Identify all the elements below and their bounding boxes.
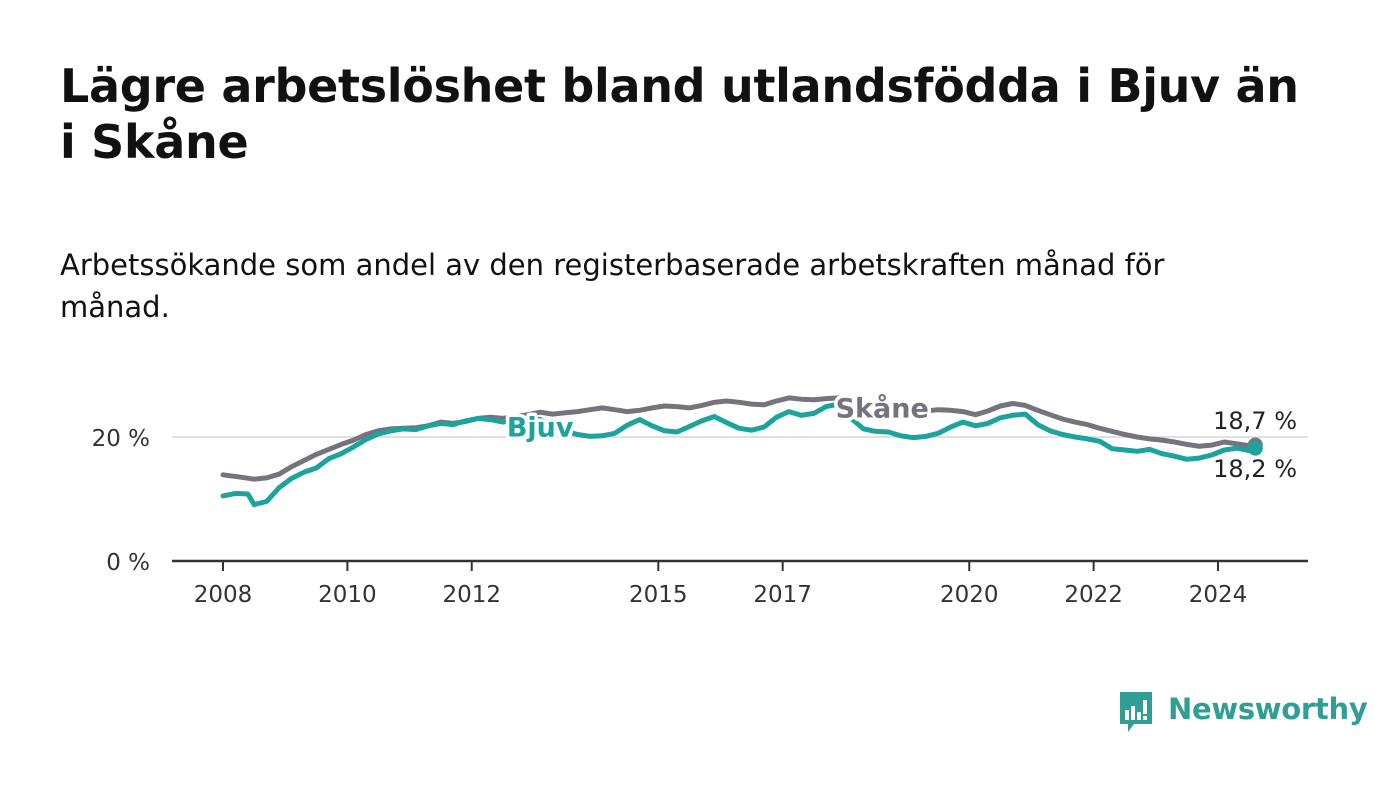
x-tick-label: 2010 bbox=[318, 582, 377, 608]
line-chart: 0 %20 %2008 2010 2012 2015 2017 2020 2022 2024 … bbox=[92, 389, 1308, 608]
end-label-bjuv: 18,2 % bbox=[1213, 455, 1297, 483]
series-lines bbox=[220, 395, 1263, 508]
x-tick-label: 2024 bbox=[1189, 582, 1248, 608]
series-label-bjuv: Bjuv bbox=[507, 413, 574, 444]
newsworthy-logo[interactable]: Newsworthy bbox=[1118, 690, 1368, 736]
series-label-skane: Skåne bbox=[836, 392, 929, 424]
x-tick-label: 2015 bbox=[629, 582, 688, 608]
chart-title: Lägre arbetslöshet bland utlandsfödda i … bbox=[60, 59, 1299, 169]
bar-chart-speech-bubble-icon bbox=[1120, 692, 1152, 732]
series-line-bjuv bbox=[220, 401, 1258, 508]
x-tick-label: 2008 bbox=[194, 582, 253, 608]
axes: 0 % 20 % 2008 2010 2012 2015 2017 2020 2022 2024 bbox=[92, 426, 1308, 608]
end-label-skane: 18,7 % bbox=[1213, 407, 1297, 435]
x-tick-label: 2020 bbox=[940, 582, 999, 608]
y-tick-label: 0 % bbox=[106, 550, 150, 576]
series-label-halo-bjuv: Bjuv bbox=[507, 413, 574, 444]
series-line-skane bbox=[220, 395, 1258, 482]
logo-text: Newsworthy bbox=[1168, 692, 1368, 726]
chart-subtitle: Arbetssökande som andel av den registerb… bbox=[60, 248, 1165, 324]
y-tick-label: 20 % bbox=[92, 426, 150, 452]
series-label-halo-skane: Skåne bbox=[836, 392, 929, 424]
x-tick-label: 2022 bbox=[1064, 582, 1123, 608]
series-endpoint-bjuv bbox=[1247, 440, 1263, 456]
x-tick-label: 2012 bbox=[442, 582, 501, 608]
x-tick-label: 2017 bbox=[753, 582, 812, 608]
